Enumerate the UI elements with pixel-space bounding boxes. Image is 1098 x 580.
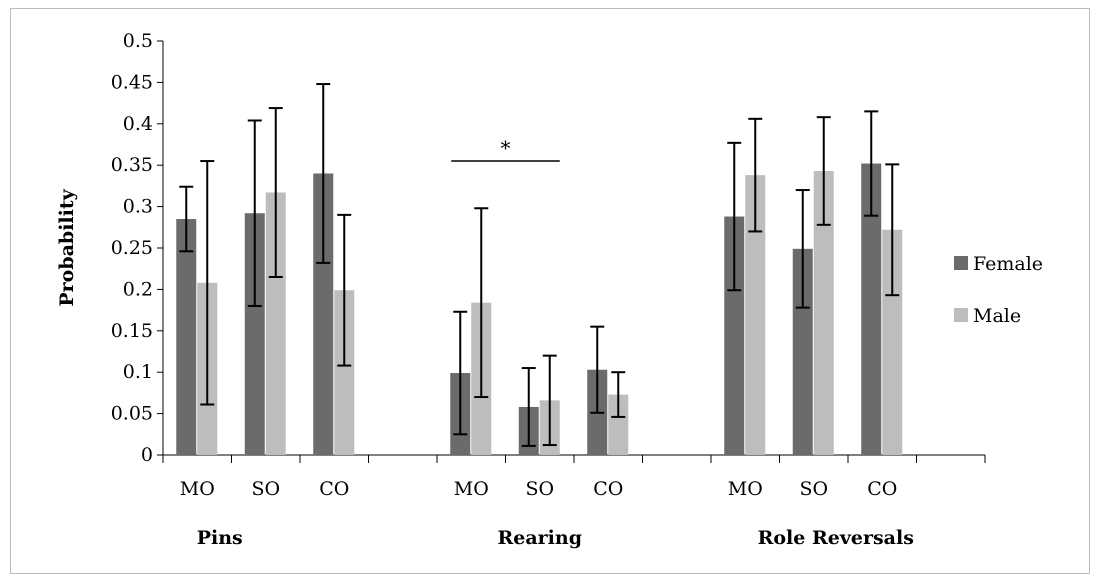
- bar-male-5: [608, 394, 629, 455]
- legend: Female Male: [954, 253, 1043, 327]
- y-tick-label: 0.2: [123, 278, 153, 300]
- group-label: Role Reversals: [758, 527, 914, 549]
- y-tick-label: 0.3: [123, 196, 153, 218]
- bar-female-8: [861, 163, 882, 455]
- error-bars: [179, 83, 900, 447]
- bars: [176, 163, 903, 456]
- x-tick-label: SO: [799, 478, 828, 500]
- bar-male-7: [813, 170, 834, 455]
- y-tick-label: 0.45: [111, 71, 153, 93]
- significance-annotation: *: [451, 136, 560, 162]
- y-tick-label: 0.5: [123, 30, 153, 52]
- x-tick-label: CO: [867, 478, 897, 500]
- x-tick-label: CO: [593, 478, 623, 500]
- y-tick-label: 0.25: [111, 237, 153, 259]
- y-axis-title: Probability: [56, 188, 78, 306]
- bar-female-6: [724, 216, 745, 455]
- bar-female-2: [313, 173, 334, 456]
- bar-male-2: [334, 290, 355, 455]
- bar-male-6: [745, 175, 766, 456]
- legend-swatch-male: [954, 308, 968, 322]
- y-tick-label: 0: [141, 444, 153, 466]
- group-label: Pins: [197, 527, 243, 549]
- chart-frame: [10, 8, 1090, 574]
- bar-female-0: [176, 219, 197, 455]
- legend-label-female: Female: [973, 253, 1043, 275]
- bar-female-1: [244, 213, 265, 455]
- legend-label-male: Male: [973, 305, 1021, 327]
- group-label: Rearing: [497, 527, 582, 549]
- x-tick-label: MO: [454, 478, 489, 500]
- significance-star: *: [501, 136, 511, 160]
- x-tick-label: SO: [525, 478, 554, 500]
- y-tick-label: 0.4: [123, 113, 153, 135]
- x-tick-label: MO: [180, 478, 215, 500]
- x-axis: MO SO CO MO SO CO MO SO CO Pins Rearing Role Revers…: [162, 454, 986, 549]
- x-tick-label: CO: [319, 478, 349, 500]
- x-tick-label: SO: [251, 478, 280, 500]
- bar-male-8: [882, 229, 903, 455]
- y-tick-label: 0.05: [111, 403, 153, 425]
- y-tick-label: 0.35: [111, 154, 153, 176]
- legend-swatch-female: [954, 256, 968, 270]
- y-tick-label: 0.15: [111, 320, 153, 342]
- bar-female-7: [792, 248, 813, 455]
- y-axis: 0 0.05 0.1 0.15 0.2 0.25 0.3 0.35 0.4 0.45 0.5: [111, 30, 164, 466]
- x-tick-label: MO: [728, 478, 763, 500]
- y-tick-label: 0.1: [123, 361, 153, 383]
- bar-male-1: [265, 192, 286, 456]
